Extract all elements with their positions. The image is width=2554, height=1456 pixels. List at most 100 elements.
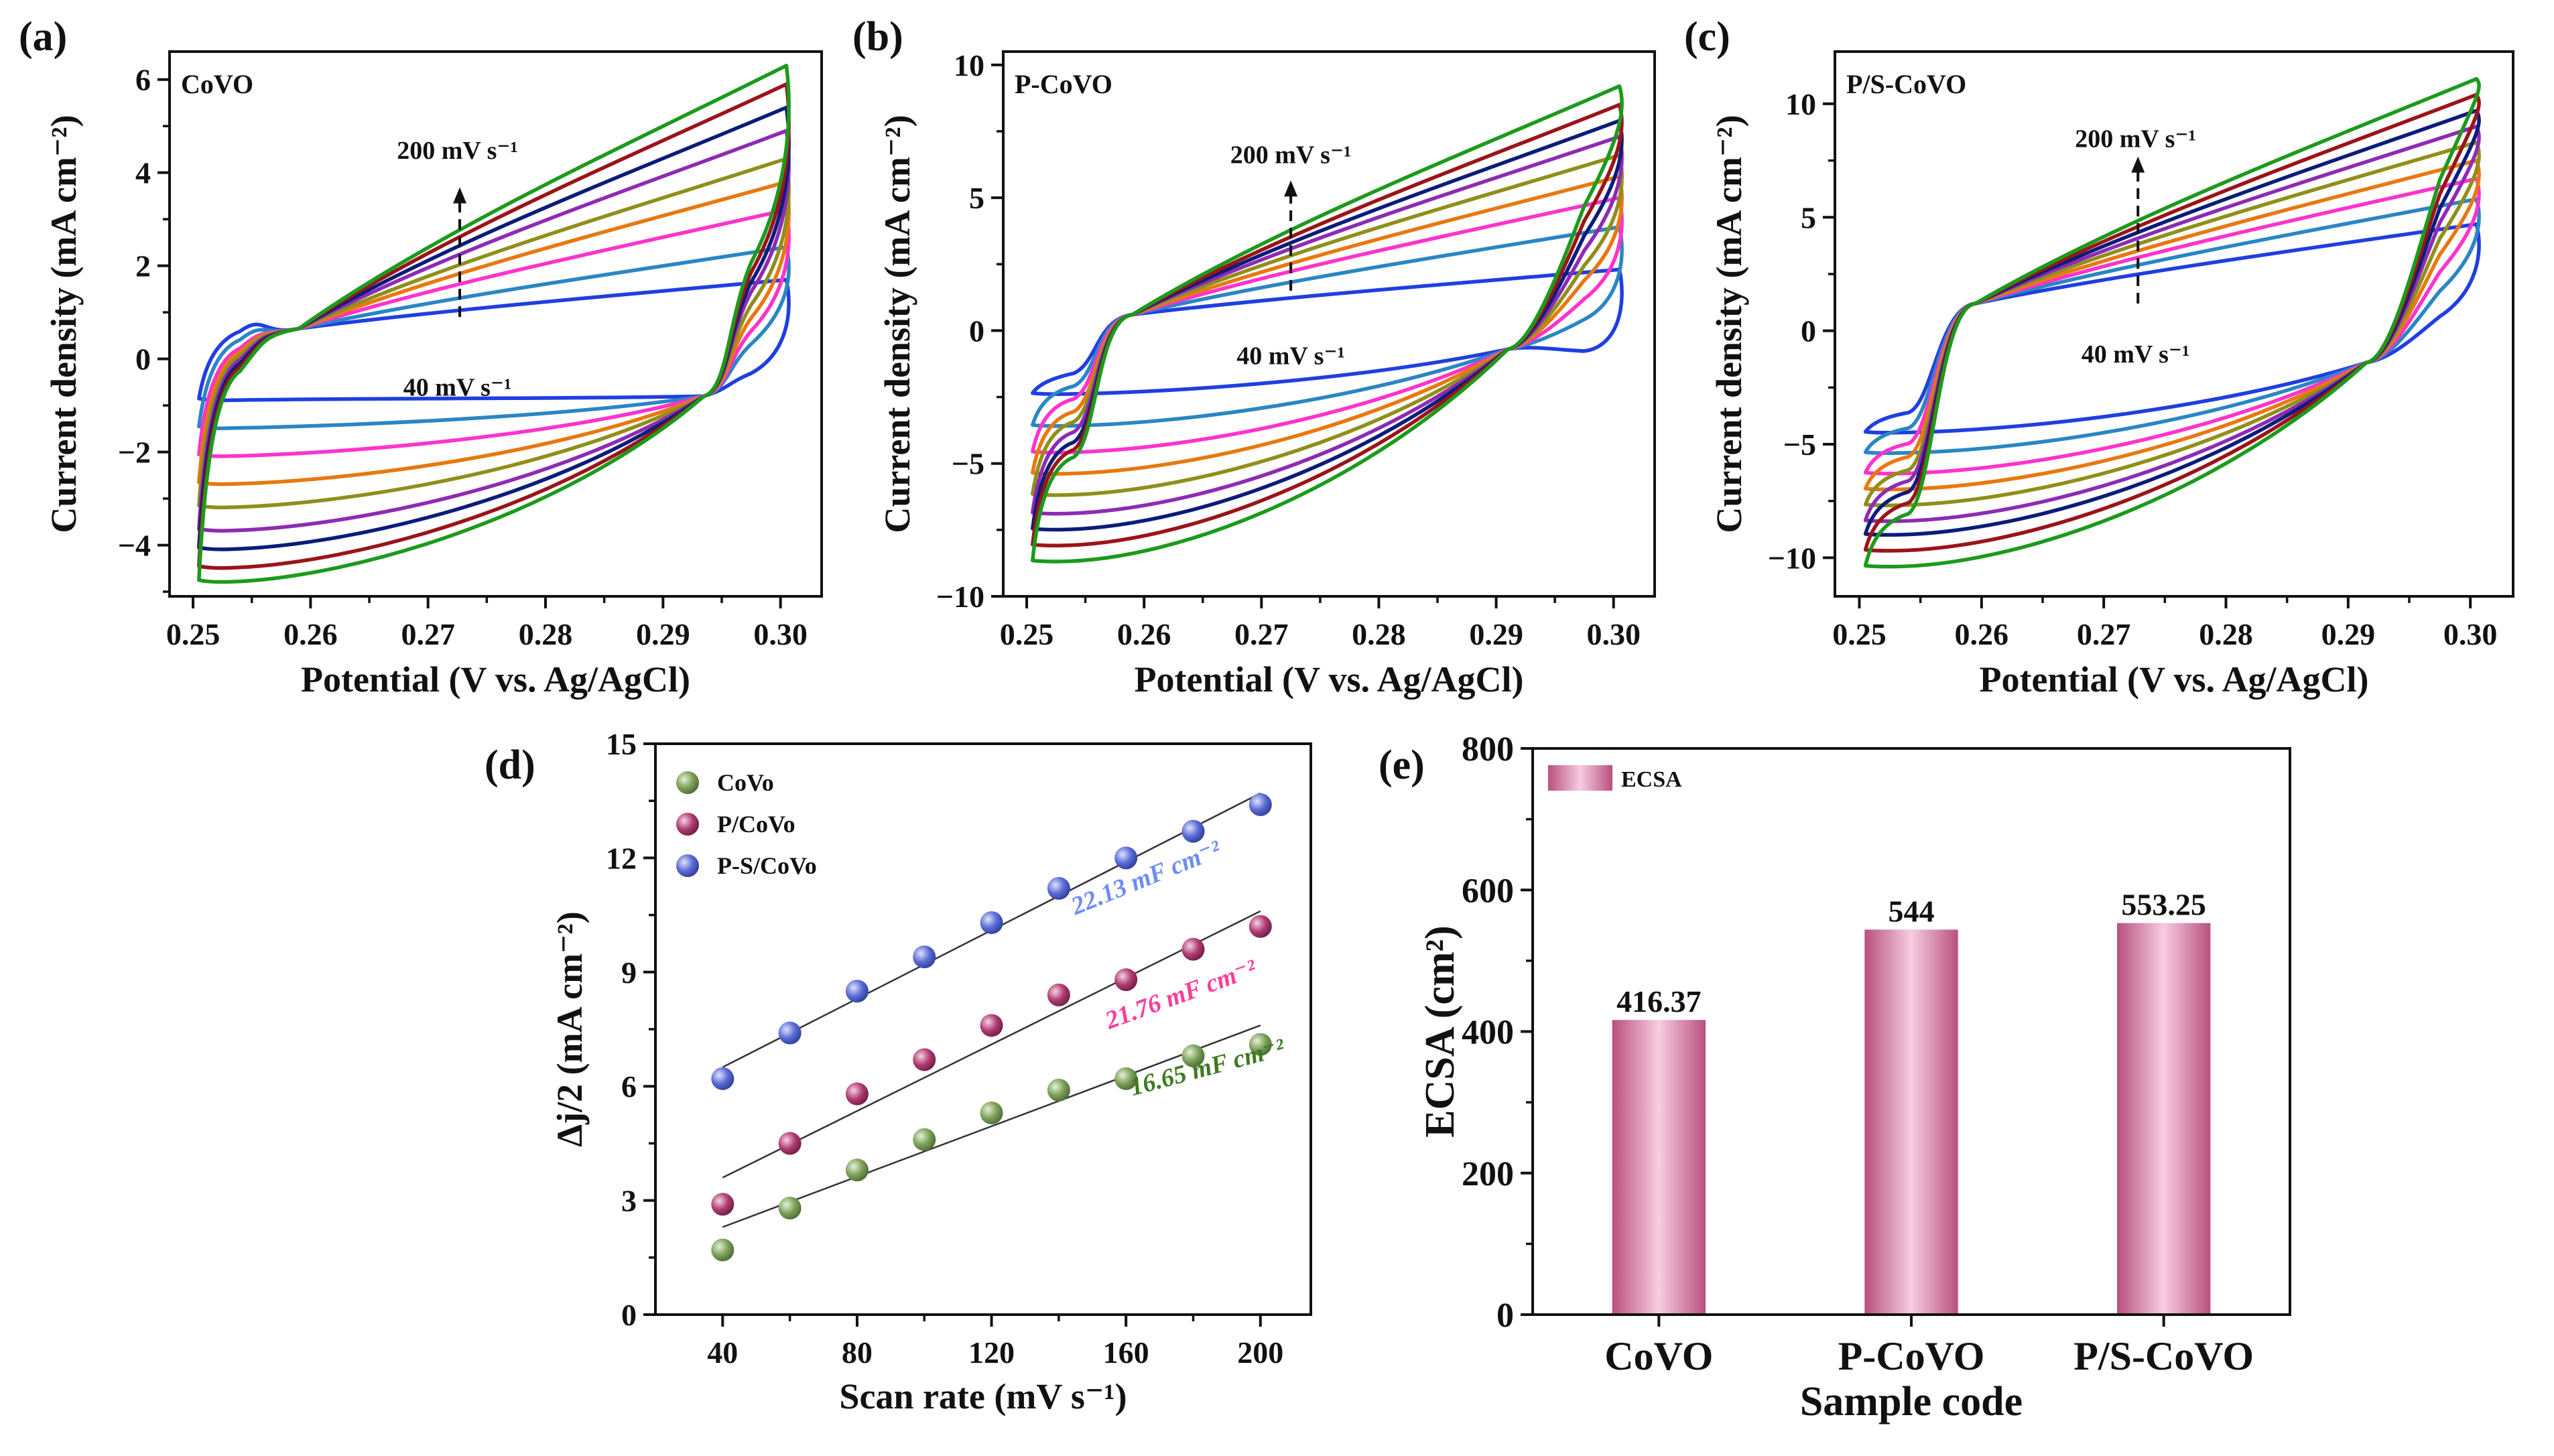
x-tick-label-c: 0.28 — [2199, 617, 2253, 651]
y-tick-label-c: 5 — [1801, 200, 1816, 235]
y-tick-label-d: 0 — [621, 1298, 637, 1332]
x-axis-label-d: Scan rate (mV s⁻¹) — [839, 1376, 1127, 1416]
fit-line-0 — [722, 1024, 1261, 1228]
x-tick-label-c: 0.27 — [2077, 617, 2131, 651]
fit-line-1 — [722, 910, 1261, 1179]
panel-c: 0.25 0.26 0.27 0.28 0.29 0.30 −10 −5 0 5 10 Potenti… — [1684, 14, 2514, 700]
x-tick-label-e: CoVO — [1604, 1334, 1713, 1378]
x-axis-label-a: Potential (V vs. Ag/AgCl) — [301, 659, 690, 700]
data-point-p-s-covo — [845, 980, 869, 1003]
legend-label-2: P-S/CoVo — [717, 852, 817, 879]
x-tick-label-a: 0.28 — [519, 617, 573, 651]
cv-curve-a-200 — [197, 64, 791, 584]
scan-rate-label-max-a: 200 mV s⁻¹ — [397, 137, 518, 165]
y-tick-label-e: 600 — [1462, 872, 1514, 910]
panel-label-b: (b) — [852, 14, 903, 60]
x-tick-label-a: 0.25 — [166, 617, 220, 651]
data-point-p-s-covo — [778, 1021, 802, 1045]
data-point-p-covo — [1249, 915, 1272, 938]
x-tick-label-a: 0.30 — [753, 617, 808, 651]
y-tick-label-c: −5 — [1783, 427, 1816, 462]
legend-label-e: ECSA — [1621, 767, 1682, 792]
data-point-p-s-covo — [913, 945, 936, 969]
data-point-p-covo — [778, 1132, 802, 1155]
scan-rate-arrowhead-b — [1284, 180, 1298, 197]
y-tick-label-a: 4 — [135, 156, 151, 190]
y-tick-label-d: 6 — [621, 1069, 637, 1104]
cv-curve-b-80 — [1031, 196, 1624, 455]
y-axis-label-e: ECSA (cm²) — [1417, 925, 1463, 1138]
data-point-covo — [1114, 1067, 1138, 1090]
y-tick-label-a: 0 — [135, 342, 151, 377]
inset-label-b: P-CoVO — [1015, 69, 1112, 99]
legend-label-1: P/CoVo — [717, 811, 795, 838]
panel-a: 0.25 0.26 0.27 0.28 0.29 0.30 −4 −2 0 2 4 6 Potentia… — [19, 14, 823, 700]
x-tick-label-b: 0.29 — [1469, 617, 1523, 651]
x-tick-label-c: 0.25 — [1832, 617, 1887, 651]
x-tick-label-a: 0.26 — [283, 617, 338, 651]
y-axis-label-c: Current density (mA cm⁻²) — [1709, 115, 1749, 533]
scan-rate-arrowhead-a — [453, 187, 467, 204]
x-tick-label-d: 200 — [1237, 1335, 1283, 1370]
cv-curve-a-40 — [197, 277, 791, 403]
cv-curve-c-40 — [1863, 222, 2481, 435]
data-point-covo — [845, 1159, 869, 1182]
panel-label-a: (a) — [19, 14, 67, 60]
scan-rate-arrowhead-c — [2131, 156, 2145, 173]
x-tick-label-b: 0.25 — [1000, 617, 1054, 651]
cv-curve-c-200 — [1863, 76, 2481, 569]
scan-rate-label-min-c: 40 mV s⁻¹ — [2082, 340, 2190, 369]
y-tick-label-b: 0 — [969, 314, 984, 348]
y-tick-label-e: 800 — [1462, 730, 1514, 769]
data-point-covo — [980, 1101, 1003, 1124]
scan-rate-label-max-c: 200 mV s⁻¹ — [2075, 125, 2196, 153]
y-tick-label-e: 400 — [1462, 1014, 1514, 1052]
x-tick-label-d: 160 — [1103, 1335, 1149, 1370]
data-point-p-covo — [1182, 937, 1205, 961]
panel-e: 416.37 CoVO 544 P-CoVO 553.25 P/S-CoVO 0 200 400… — [1379, 730, 2291, 1425]
legend-marker-1 — [676, 813, 699, 836]
data-point-p-s-covo — [980, 911, 1003, 934]
y-tick-label-d: 9 — [621, 955, 637, 990]
data-point-p-covo — [711, 1193, 735, 1216]
axis-c-frame — [1834, 50, 2514, 598]
bar-covo — [1612, 1020, 1706, 1315]
scan-rate-label-max-b: 200 mV s⁻¹ — [1230, 141, 1352, 170]
slope-label-0: 16.65 mF cm⁻² — [1127, 1033, 1289, 1102]
x-tick-label-c: 0.26 — [1955, 617, 2009, 651]
inset-label-c: P/S-CoVO — [1846, 69, 1966, 99]
y-tick-label-d: 3 — [621, 1184, 637, 1218]
data-point-p-s-covo — [1249, 793, 1272, 816]
data-point-p-covo — [1114, 968, 1138, 992]
x-tick-label-d: 80 — [842, 1335, 873, 1370]
y-tick-label-e: 200 — [1462, 1155, 1514, 1193]
scan-rate-label-min-a: 40 mV s⁻¹ — [403, 373, 512, 401]
panel-label-d: (d) — [485, 742, 535, 788]
y-tick-label-c: 10 — [1785, 87, 1816, 121]
data-point-p-covo — [1047, 983, 1070, 1006]
data-point-covo — [913, 1128, 936, 1151]
inset-label-a: CoVO — [181, 69, 253, 99]
data-point-p-covo — [913, 1048, 936, 1071]
bar-p-s-covo — [2116, 923, 2211, 1315]
y-tick-label-b: 10 — [954, 48, 984, 82]
data-point-p-s-covo — [711, 1067, 735, 1090]
slope-label-1: 21.76 mF cm⁻² — [1101, 954, 1261, 1035]
data-point-p-s-covo — [1182, 819, 1205, 843]
data-point-covo — [1249, 1033, 1272, 1056]
x-axis-label-e: Sample code — [1800, 1379, 2023, 1425]
x-tick-label-b: 0.28 — [1352, 617, 1406, 651]
bar-value-label: 416.37 — [1616, 984, 1702, 1018]
x-axis-label-b: Potential (V vs. Ag/AgCl) — [1135, 659, 1524, 700]
scan-rate-label-min-b: 40 mV s⁻¹ — [1236, 342, 1345, 370]
y-axis-label-d: Δj/2 (mA cm⁻²) — [550, 911, 590, 1146]
y-tick-label-a: −2 — [118, 436, 151, 470]
x-tick-label-d: 120 — [968, 1335, 1015, 1370]
x-axis-label-c: Potential (V vs. Ag/AgCl) — [1980, 659, 2369, 700]
y-tick-label-a: 2 — [135, 249, 151, 283]
x-tick-label-e: P/S-CoVO — [2073, 1334, 2254, 1378]
y-axis-label-b: Current density (mA cm⁻²) — [877, 115, 917, 533]
y-tick-label-a: 6 — [135, 63, 151, 97]
cv-curve-b-60 — [1031, 224, 1624, 428]
